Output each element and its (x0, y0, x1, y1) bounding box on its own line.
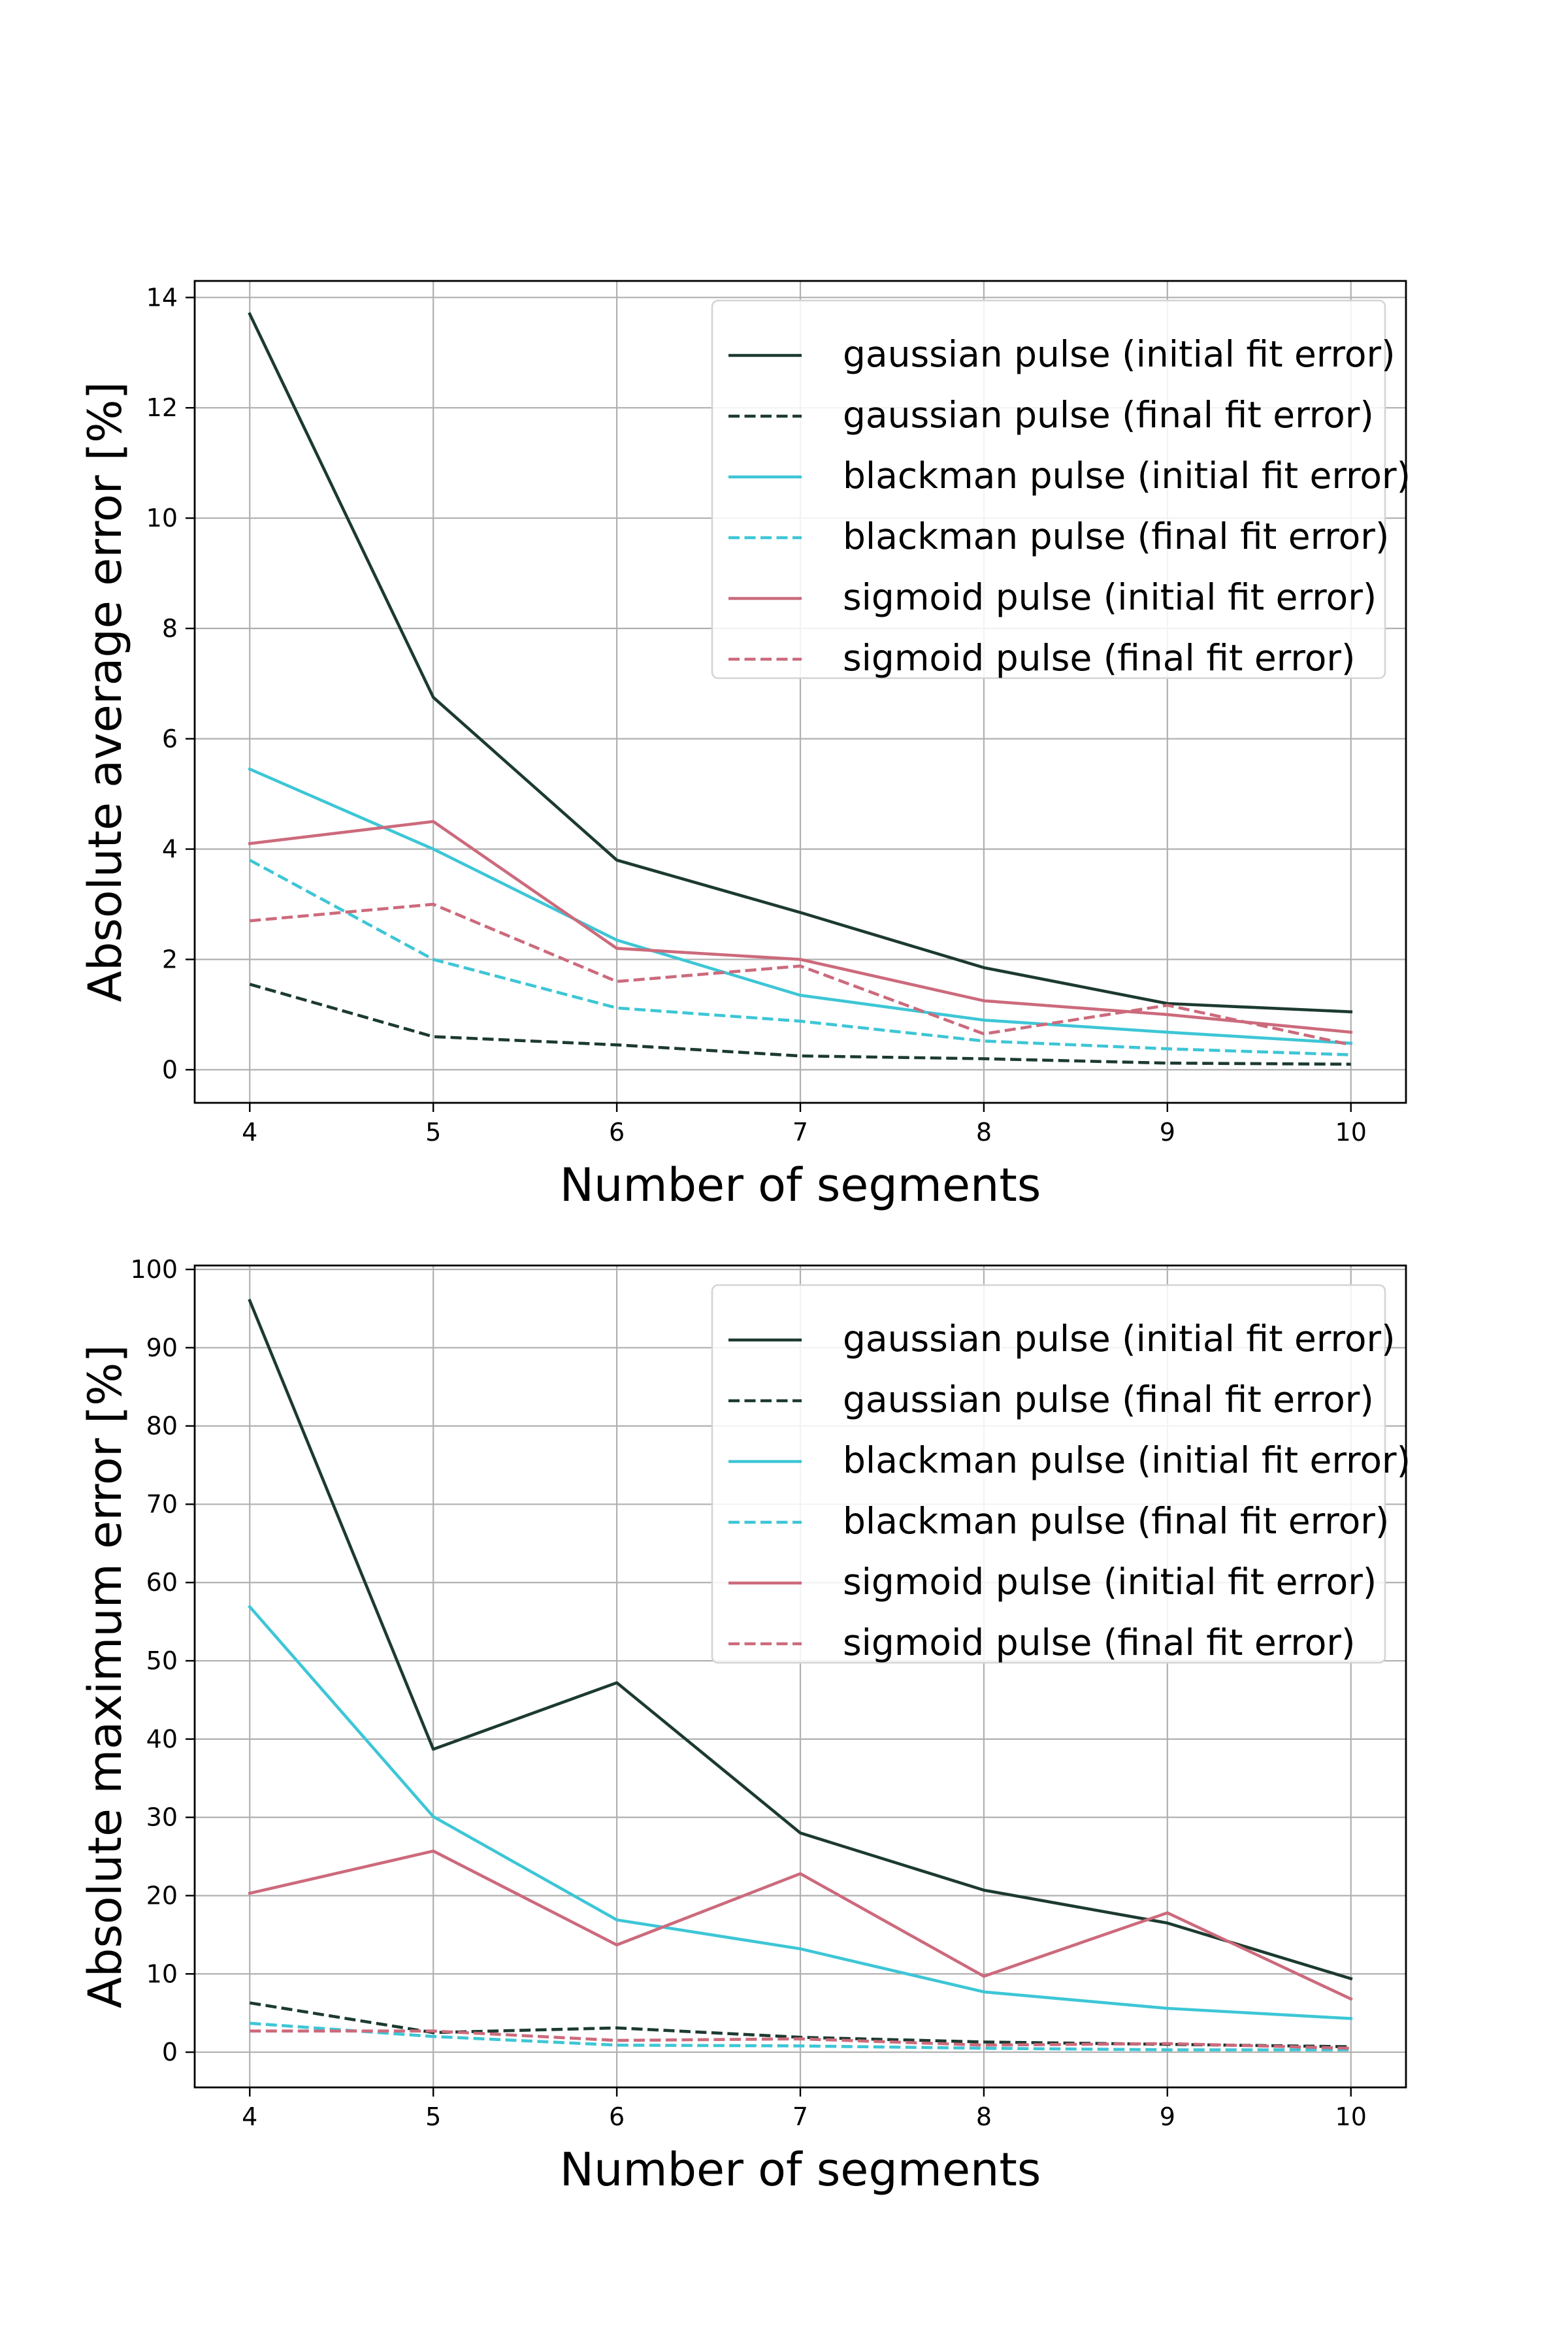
legend-box (711, 299, 1386, 679)
legend-label-5: sigmoid pulse (initial fit error) (843, 576, 1377, 618)
series-line-6 (250, 902, 1352, 1047)
y-tick-label: 14 (146, 283, 178, 312)
y-tick-label: 30 (146, 1803, 178, 1832)
x-tick-label: 4 (242, 2102, 257, 2131)
legend-label-3: blackman pulse (initial fit error) (843, 1439, 1411, 1481)
x-axis-label: Number of segments (560, 2143, 1041, 2197)
series-line-5 (248, 1849, 1353, 2001)
legend-label-5: sigmoid pulse (initial fit error) (843, 1561, 1377, 1603)
x-axis-label: Number of segments (560, 1158, 1041, 1212)
x-tick-label: 5 (425, 2102, 441, 2131)
y-tick-label: 70 (146, 1490, 178, 1518)
y-tick-label: 2 (162, 945, 178, 973)
series-group (248, 312, 1353, 1066)
x-tick-label: 7 (792, 1118, 808, 1147)
legend-label-4: blackman pulse (final fit error) (843, 515, 1389, 557)
series-line-4 (249, 858, 1351, 1056)
x-tick-label: 9 (1160, 2102, 1175, 2131)
y-tick-label: 40 (146, 1725, 178, 1754)
chart-panel-1: 4 5 6 7 8 9 10 0 2 4 6 8 10 12 14 Number of segments Abs… (78, 280, 1411, 1212)
legend-label-1: gaussian pulse (initial fit error) (843, 1318, 1396, 1360)
series-line-4 (250, 2021, 1351, 2051)
x-tick-label: 10 (1335, 2102, 1367, 2131)
y-tick-label: 100 (130, 1255, 178, 1284)
x-tick-label: 8 (976, 2102, 992, 2131)
x-axis-ticks: 4 5 6 7 8 9 10 (242, 1103, 1367, 1147)
y-axis-ticks: 0 2 4 6 8 10 12 14 (146, 283, 195, 1084)
series-line-3 (248, 767, 1353, 1045)
legend-box (711, 1284, 1386, 1664)
y-tick-label: 80 (146, 1412, 178, 1441)
x-tick-label: 7 (792, 2102, 808, 2131)
legend-label-4: blackman pulse (final fit error) (843, 1500, 1389, 1542)
series-line-1 (248, 1298, 1353, 1981)
x-tick-label: 6 (609, 2102, 625, 2131)
legend-label-6: sigmoid pulse (final fit error) (843, 637, 1356, 679)
y-tick-label: 10 (146, 504, 178, 532)
y-axis-label: Absolute average error [%] (78, 382, 132, 1002)
x-tick-label: 6 (609, 1118, 625, 1147)
y-tick-label: 4 (162, 835, 178, 864)
y-tick-label: 20 (146, 1881, 178, 1910)
legend: gaussian pulse (initial fit error) gaussi… (711, 299, 1411, 679)
legend-label-1: gaussian pulse (initial fit error) (843, 333, 1396, 375)
y-tick-label: 90 (146, 1333, 178, 1362)
legend-label-6: sigmoid pulse (final fit error) (843, 1622, 1356, 1663)
y-axis-ticks: 0 10 20 30 40 50 60 70 80 90 100 (130, 1255, 195, 2066)
legend-label-2: gaussian pulse (final fit error) (843, 1379, 1374, 1420)
y-tick-label: 50 (146, 1646, 178, 1675)
x-tick-label: 4 (242, 1118, 257, 1147)
legend-label-2: gaussian pulse (final fit error) (843, 394, 1374, 436)
series-line-6 (250, 2029, 1351, 2050)
y-tick-label: 12 (146, 393, 178, 422)
y-tick-label: 0 (162, 1055, 178, 1084)
y-tick-label: 60 (146, 1568, 178, 1597)
legend-label-3: blackman pulse (initial fit error) (843, 455, 1411, 497)
x-axis-ticks: 4 5 6 7 8 9 10 (242, 2087, 1367, 2131)
series-line-1 (248, 312, 1353, 1014)
legend: gaussian pulse (initial fit error) gaussi… (711, 1284, 1411, 1664)
series-line-5 (248, 820, 1353, 1034)
x-tick-label: 10 (1335, 1118, 1367, 1147)
x-tick-label: 9 (1160, 1118, 1175, 1147)
y-tick-label: 0 (162, 2038, 178, 2066)
y-axis-label: Absolute maximum error [%] (78, 1345, 132, 2008)
x-tick-label: 5 (425, 1118, 441, 1147)
y-tick-label: 8 (162, 614, 178, 643)
series-group (248, 1298, 1353, 2051)
y-tick-label: 10 (146, 1959, 178, 1988)
x-tick-label: 8 (976, 1118, 992, 1147)
series-line-3 (248, 1605, 1353, 2021)
y-tick-label: 6 (162, 725, 178, 753)
